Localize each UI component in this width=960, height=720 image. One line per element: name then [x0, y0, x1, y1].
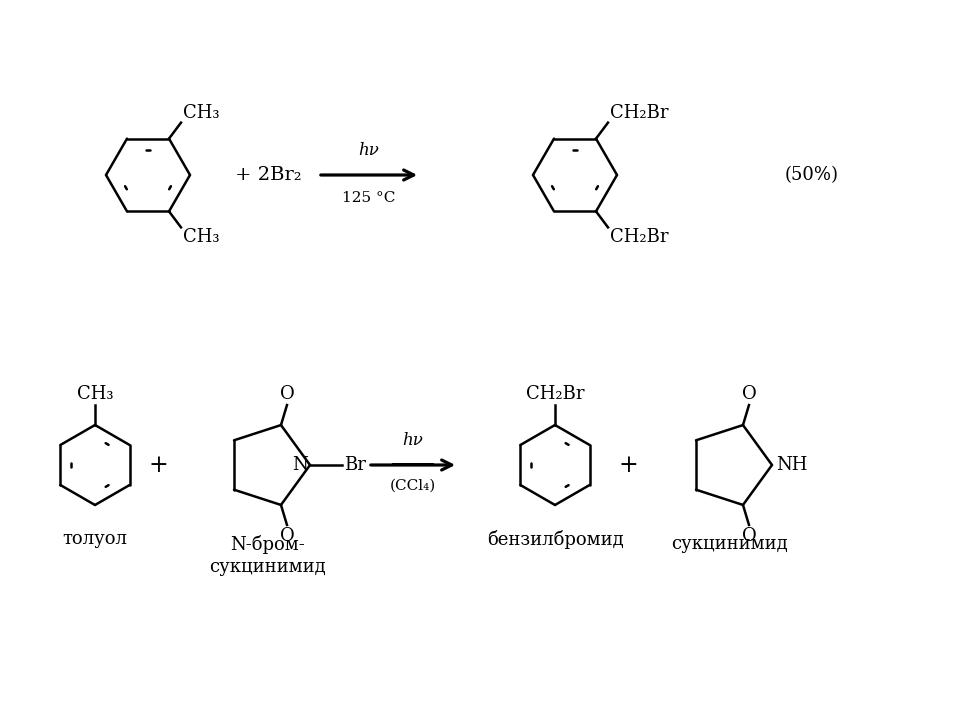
Text: O: O: [742, 527, 756, 545]
Text: O: O: [279, 527, 295, 545]
Text: (50%): (50%): [785, 166, 839, 184]
Text: CH₃: CH₃: [77, 385, 113, 403]
Text: N: N: [292, 456, 308, 474]
Text: CH₃: CH₃: [183, 228, 220, 246]
Text: +: +: [618, 454, 637, 477]
Text: NH: NH: [776, 456, 807, 474]
Text: hν: hν: [402, 432, 423, 449]
Text: +: +: [148, 454, 168, 477]
Text: O: O: [742, 385, 756, 403]
Text: CH₃: CH₃: [183, 104, 220, 122]
Text: + 2Br₂: + 2Br₂: [235, 166, 301, 184]
Text: Br: Br: [344, 456, 366, 474]
Text: O: O: [279, 385, 295, 403]
Text: N-бром-
сукцинимид: N-бром- сукцинимид: [209, 535, 326, 576]
Text: CH₂Br: CH₂Br: [610, 228, 668, 246]
Text: (CCl₄): (CCl₄): [390, 479, 436, 493]
Text: бензилбромид: бензилбромид: [487, 530, 623, 549]
Text: толуол: толуол: [62, 530, 128, 548]
Text: сукцинимид: сукцинимид: [672, 535, 788, 553]
Text: 125 °C: 125 °C: [343, 191, 396, 205]
Text: CH₂Br: CH₂Br: [610, 104, 668, 122]
Text: CH₂Br: CH₂Br: [526, 385, 585, 403]
Text: hν: hν: [359, 142, 379, 159]
